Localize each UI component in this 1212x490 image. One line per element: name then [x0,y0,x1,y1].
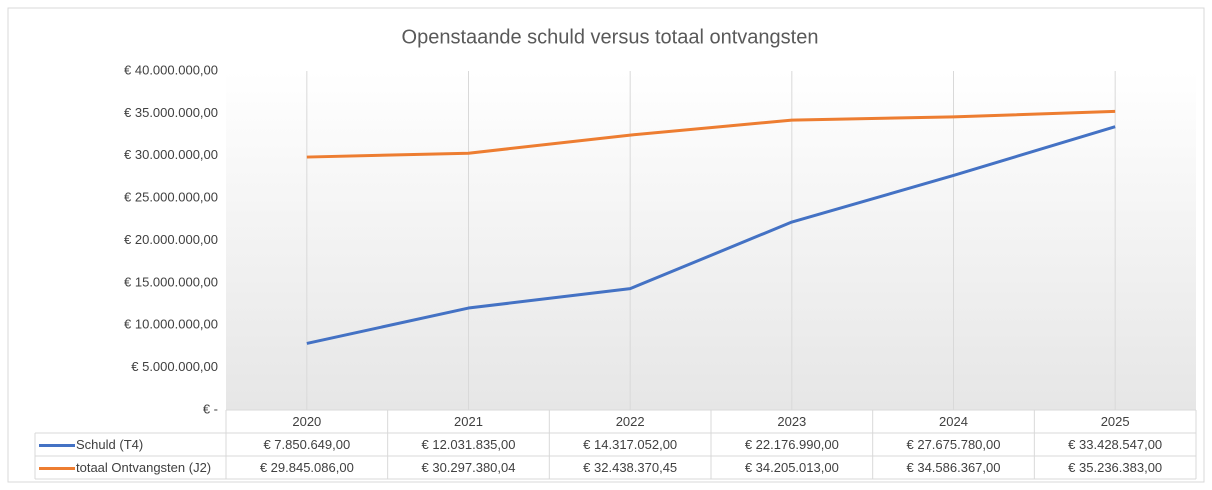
chart-title: Openstaande schuld versus totaal ontvang… [402,26,819,48]
y-tick-label: € 20.000.000,00 [124,232,218,247]
table-value: € 22.176.990,00 [745,437,839,452]
table-value: € 14.317.052,00 [583,437,677,452]
y-tick-label: € - [203,401,218,416]
y-tick-label: € 15.000.000,00 [124,274,218,289]
legend-label: totaal Ontvangsten (J2) [76,460,211,475]
table-value: € 12.031.835,00 [422,437,516,452]
line-series [306,109,1116,159]
x-tick-label: 2022 [616,414,645,429]
table-value: € 33.428.547,00 [1068,437,1162,452]
y-tick-label: € 35.000.000,00 [124,105,218,120]
table-value: € 34.205.013,00 [745,460,839,475]
y-tick-label: € 5.000.000,00 [131,359,218,374]
table-value: € 27.675.780,00 [907,437,1001,452]
table-value: € 30.297.380,04 [422,460,516,475]
x-tick-label: 2023 [777,414,806,429]
table-value: € 32.438.370,45 [583,460,677,475]
legend-label: Schuld (T4) [76,437,143,452]
y-tick-label: € 25.000.000,00 [124,190,218,205]
x-tick-label: 2020 [292,414,321,429]
table-value: € 29.845.086,00 [260,460,354,475]
plot-area [226,71,1196,410]
y-tick-label: € 10.000.000,00 [124,317,218,332]
table-value: € 35.236.383,00 [1068,460,1162,475]
y-tick-label: € 40.000.000,00 [124,62,218,77]
y-tick-label: € 30.000.000,00 [124,147,218,162]
table-value: € 7.850.649,00 [263,437,350,452]
x-tick-label: 2025 [1101,414,1130,429]
line-series [306,125,1116,345]
table-value: € 34.586.367,00 [907,460,1001,475]
x-tick-label: 2021 [454,414,483,429]
x-tick-label: 2024 [939,414,968,429]
